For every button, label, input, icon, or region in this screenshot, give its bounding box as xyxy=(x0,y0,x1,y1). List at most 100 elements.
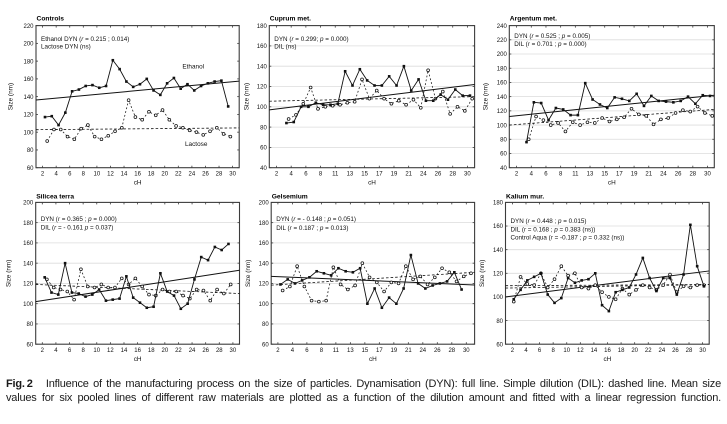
svg-text:6: 6 xyxy=(538,348,542,354)
svg-text:16: 16 xyxy=(134,171,141,177)
svg-text:17: 17 xyxy=(376,171,383,177)
svg-text:240: 240 xyxy=(497,24,508,30)
svg-text:26: 26 xyxy=(675,171,682,177)
svg-text:13: 13 xyxy=(347,348,354,354)
svg-text:80: 80 xyxy=(496,319,503,325)
svg-text:4: 4 xyxy=(290,171,294,177)
svg-text:180: 180 xyxy=(23,221,34,227)
svg-text:4: 4 xyxy=(54,171,58,177)
svg-text:26: 26 xyxy=(202,348,209,354)
svg-text:Ethanol DYN (r = 0.215 ; 0.014: Ethanol DYN (r = 0.215 ; 0.014) xyxy=(41,36,129,43)
svg-text:17: 17 xyxy=(376,348,383,354)
svg-text:30: 30 xyxy=(229,171,236,177)
svg-text:8: 8 xyxy=(559,171,563,177)
svg-text:40: 40 xyxy=(260,166,267,172)
svg-text:cH: cH xyxy=(369,356,377,363)
svg-text:12: 12 xyxy=(577,348,584,354)
svg-text:2: 2 xyxy=(515,171,519,177)
svg-text:Size (nm): Size (nm) xyxy=(483,83,490,110)
svg-text:120: 120 xyxy=(497,109,508,115)
svg-text:11: 11 xyxy=(332,171,339,177)
svg-text:Silicea terra: Silicea terra xyxy=(36,193,74,200)
svg-text:24: 24 xyxy=(660,171,667,177)
svg-text:19: 19 xyxy=(390,348,397,354)
svg-text:80: 80 xyxy=(27,148,34,154)
svg-text:Ethanol: Ethanol xyxy=(182,63,204,70)
svg-text:120: 120 xyxy=(23,113,34,119)
svg-text:20: 20 xyxy=(161,171,168,177)
svg-text:160: 160 xyxy=(493,224,504,230)
svg-text:cH: cH xyxy=(134,356,142,363)
svg-text:60: 60 xyxy=(27,166,34,172)
svg-text:10: 10 xyxy=(93,348,100,354)
svg-text:13: 13 xyxy=(347,171,354,177)
svg-text:30: 30 xyxy=(230,348,237,354)
svg-text:DYN (r = 0.299; p = 0.000): DYN (r = 0.299; p = 0.000) xyxy=(274,36,348,43)
svg-text:21: 21 xyxy=(405,348,412,354)
svg-text:180: 180 xyxy=(259,221,270,227)
svg-text:17: 17 xyxy=(616,171,623,177)
svg-text:30: 30 xyxy=(463,348,470,354)
svg-text:DIL (r = 0.187 ; p = 0.013): DIL (r = 0.187 ; p = 0.013) xyxy=(276,225,348,232)
svg-text:Kalium mur.: Kalium mur. xyxy=(506,193,544,200)
svg-text:180: 180 xyxy=(23,59,34,65)
svg-text:8: 8 xyxy=(320,348,324,354)
svg-text:21: 21 xyxy=(405,171,412,177)
svg-text:100: 100 xyxy=(259,302,270,308)
svg-text:60: 60 xyxy=(496,342,503,348)
svg-text:100: 100 xyxy=(257,105,268,111)
svg-text:20: 20 xyxy=(161,348,168,354)
svg-text:60: 60 xyxy=(27,342,34,348)
svg-text:200: 200 xyxy=(23,42,34,48)
svg-text:30: 30 xyxy=(699,348,706,354)
svg-text:DYN (r = 0.365 ; p = 0.000): DYN (r = 0.365 ; p = 0.000) xyxy=(41,216,117,223)
svg-text:4: 4 xyxy=(291,348,295,354)
svg-text:26: 26 xyxy=(435,171,442,177)
svg-text:26: 26 xyxy=(434,348,441,354)
svg-text:120: 120 xyxy=(259,282,270,288)
svg-text:6: 6 xyxy=(544,171,548,177)
svg-text:120: 120 xyxy=(493,272,504,278)
svg-text:140: 140 xyxy=(23,261,34,267)
svg-text:24: 24 xyxy=(189,171,196,177)
svg-text:140: 140 xyxy=(493,248,504,254)
svg-text:28: 28 xyxy=(686,348,693,354)
svg-text:28: 28 xyxy=(216,171,223,177)
svg-text:140: 140 xyxy=(23,95,34,101)
svg-text:140: 140 xyxy=(257,64,268,70)
svg-text:28: 28 xyxy=(449,171,456,177)
svg-text:180: 180 xyxy=(493,201,504,207)
svg-text:160: 160 xyxy=(23,241,34,247)
svg-text:DIL (r = 0.168 ; p = 0.383 (ns: DIL (r = 0.168 ; p = 0.383 (ns)) xyxy=(511,226,596,233)
svg-text:21: 21 xyxy=(645,171,652,177)
svg-text:4: 4 xyxy=(54,348,58,354)
svg-text:DYN (r = 0.525 ; p = 0.005): DYN (r = 0.525 ; p = 0.005) xyxy=(514,33,590,40)
svg-text:200: 200 xyxy=(497,52,508,58)
svg-text:19: 19 xyxy=(631,171,638,177)
svg-text:Lactose: Lactose xyxy=(185,141,208,148)
svg-text:12: 12 xyxy=(107,171,114,177)
svg-text:100: 100 xyxy=(23,302,34,308)
svg-text:16: 16 xyxy=(134,348,141,354)
svg-text:30: 30 xyxy=(704,171,711,177)
svg-text:10: 10 xyxy=(563,348,570,354)
svg-text:11: 11 xyxy=(572,171,579,177)
svg-text:cH: cH xyxy=(608,179,616,186)
svg-text:Size (nm): Size (nm) xyxy=(6,260,13,287)
svg-text:160: 160 xyxy=(259,241,270,247)
svg-text:8: 8 xyxy=(319,171,323,177)
svg-text:220: 220 xyxy=(497,38,508,44)
svg-text:18: 18 xyxy=(148,348,155,354)
svg-text:8: 8 xyxy=(81,348,85,354)
svg-text:80: 80 xyxy=(260,125,267,131)
svg-text:Size (nm): Size (nm) xyxy=(245,260,252,287)
svg-text:180: 180 xyxy=(497,66,508,72)
svg-text:Size (nm): Size (nm) xyxy=(243,83,250,110)
svg-text:11: 11 xyxy=(333,348,340,354)
svg-text:Argentum met.: Argentum met. xyxy=(510,15,557,22)
svg-text:24: 24 xyxy=(189,348,196,354)
svg-text:18: 18 xyxy=(148,171,155,177)
svg-text:18: 18 xyxy=(618,348,625,354)
svg-text:6: 6 xyxy=(304,171,308,177)
svg-text:DIL (ns): DIL (ns) xyxy=(274,44,296,51)
